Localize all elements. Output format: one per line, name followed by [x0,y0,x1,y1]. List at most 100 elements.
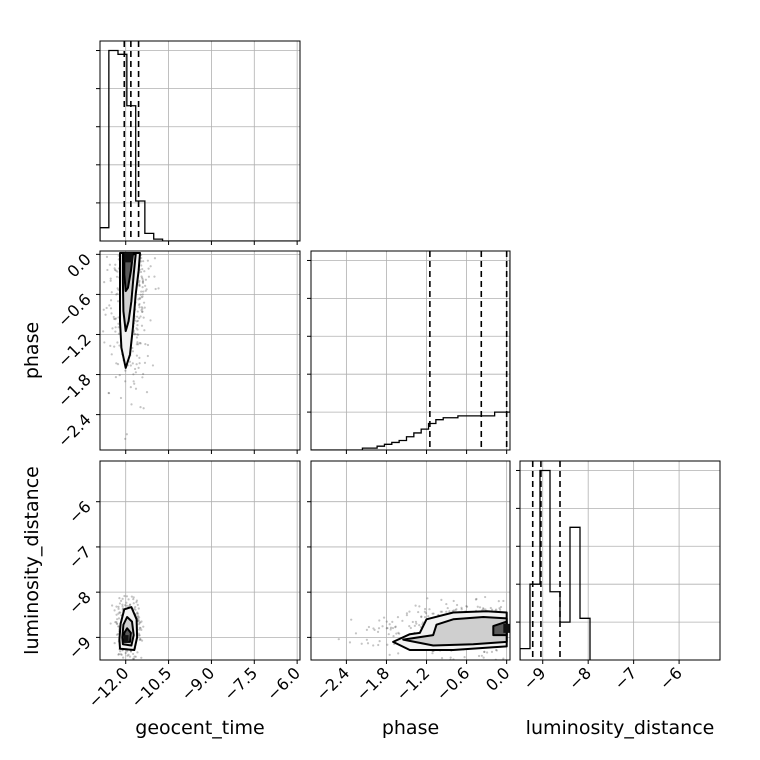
sample-point [484,595,487,599]
sample-point [129,603,132,606]
sample-point [137,333,140,336]
sample-point [376,630,380,633]
sample-point [140,296,143,299]
sample-point [122,656,125,659]
sample-point [142,407,145,410]
sample-point [141,286,144,289]
sample-point [131,482,133,484]
sample-point [138,356,141,359]
contour-panel-geocent_time-phase: −2.4−1.8−1.2−0.6 0.0 [54,250,301,484]
sample-point [405,614,409,617]
sample-point [139,342,142,345]
sample-point [136,603,139,606]
sample-point [427,615,430,618]
sample-point [103,281,106,284]
sample-point [114,318,117,321]
sample-point [132,596,135,599]
sample-point [139,626,142,630]
hist-bars [520,461,591,660]
sample-point [149,319,152,322]
sample-point [132,373,135,376]
sample-point [398,632,401,635]
sample-point [113,268,117,271]
sample-point [143,270,146,273]
sample-point [426,597,429,600]
sample-point [137,298,140,301]
sample-point [396,616,400,619]
sample-point [475,597,478,601]
sample-point [409,626,412,630]
sample-point [378,619,381,622]
sample-point [144,289,147,292]
sample-point [118,344,121,347]
y-tick-label: −6 [65,497,95,527]
sample-point [124,369,127,372]
sample-point [337,638,340,641]
sample-point [490,650,494,653]
sample-point [494,608,498,611]
sample-point [139,293,142,296]
sample-point [111,604,114,607]
sample-point [365,628,368,631]
sample-point [138,297,142,301]
sample-point [105,255,109,258]
sample-point [153,257,157,260]
sample-point [142,372,145,376]
axes-frame [99,40,301,242]
sample-point [133,367,137,371]
sample-point [131,350,135,353]
sample-point [394,626,397,629]
sample-point [141,268,144,271]
sample-point [482,607,485,610]
sample-point [138,284,141,288]
sample-point [149,265,152,268]
sample-point [109,622,112,625]
sample-point [115,613,118,616]
sample-point [140,256,143,260]
sample-point [389,628,392,631]
sample-point [499,608,502,611]
sample-point [138,317,141,320]
sample-point [445,610,448,613]
sample-point [141,307,144,310]
sample-point [482,608,485,611]
sample-point [110,291,113,294]
sample-point [428,608,431,611]
sample-point [138,621,141,624]
sample-point [138,283,141,286]
sample-point [130,595,133,598]
sample-point [138,341,141,345]
sample-point [388,623,391,626]
sample-point [138,362,141,365]
sample-point [140,628,143,631]
sample-point [121,597,124,600]
sample-point [480,654,483,657]
sample-point [134,655,137,658]
axes-frame [99,460,301,661]
sample-point [405,612,409,615]
sample-point [460,608,463,611]
sample-point [109,344,112,347]
sample-point [117,653,120,656]
sample-point [142,301,146,304]
y-tick-label: −8 [65,588,95,618]
sample-point [130,403,133,406]
sample-point [138,634,141,637]
sample-point [138,628,141,631]
sample-point [140,306,143,309]
sample-point [115,605,118,608]
sample-point [476,605,479,608]
sample-point [127,598,130,601]
sample-point [121,605,124,608]
x-tick-label: −6.0 [263,663,304,704]
x-tick-label: −2.4 [312,663,353,704]
histogram-step [100,49,300,241]
sample-point [119,611,122,614]
sample-point [455,608,458,611]
sample-point [116,300,120,303]
sample-point [114,269,118,272]
sample-point [465,604,468,608]
sample-point [125,595,129,598]
sample-point [143,329,146,332]
